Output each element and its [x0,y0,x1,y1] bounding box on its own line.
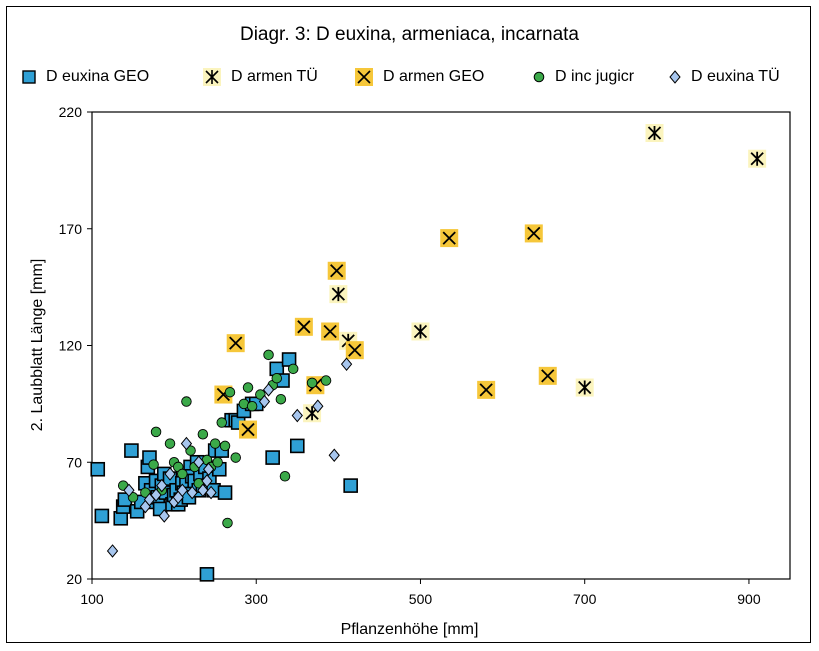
y-tick-label: 20 [66,571,82,587]
x-tick-label: 100 [80,591,104,607]
data-point [123,483,135,498]
data-point [199,567,215,582]
data-point [320,375,332,386]
data-point [180,436,193,451]
data-marks [90,124,767,582]
data-point [197,428,209,440]
data-point [242,382,254,393]
data-point [181,396,192,407]
data-point [219,440,231,452]
y-tick-label: 170 [59,221,83,237]
data-point [343,478,358,493]
data-point [106,544,119,558]
data-point [197,483,209,498]
y-tick-label: 120 [59,338,83,354]
data-point [224,386,236,398]
legend-item-series-3: D inc jugicr [533,66,634,88]
data-point [477,380,496,399]
data-point [294,317,313,336]
x-tick-label: 500 [409,591,433,607]
data-point [158,509,170,523]
data-point [201,474,213,488]
data-point [164,438,176,449]
legend-label: D euxina TÜ [691,68,780,85]
data-point [287,363,299,375]
legend-item-series-0: D euxina GEO [22,66,149,88]
data-point [216,417,227,428]
y-axis-label: 2. Laubblatt Länge [mm] [29,258,46,432]
data-point [164,467,176,481]
data-point [748,149,767,168]
data-point [205,485,217,500]
data-point [291,408,303,423]
data-point [176,483,188,498]
legend-item-series-2: D armen GEO [355,66,484,88]
data-point [538,366,557,385]
data-point [148,459,159,470]
data-point [258,394,271,409]
data-point [345,341,364,360]
chart-frame [6,6,811,643]
data-point [209,438,221,449]
data-point [327,261,346,280]
data-point [150,426,162,438]
data-point [440,229,459,248]
legend-marker-circle-icon [533,71,545,83]
data-point [645,124,664,143]
x-tick-label: 700 [573,591,597,607]
data-point [222,517,233,529]
data-point [177,468,188,480]
legend-label: D euxina GEO [46,68,150,85]
data-point [186,485,198,500]
y-tick-label: 70 [66,454,82,470]
y-tick-label: 220 [59,104,83,120]
data-point [94,508,110,524]
data-point [226,334,245,353]
data-point [321,322,340,341]
data-point [271,372,283,384]
data-point [246,400,258,412]
data-point [262,383,275,397]
axes: 100 300 500 700 900 20 70 120 170 220 [59,104,791,607]
data-point [230,452,241,463]
legend-marker-square-icon [22,70,36,84]
data-point [275,393,287,405]
data-point [202,462,215,477]
data-point [239,420,258,439]
data-point [124,443,139,458]
plot-area [91,111,791,580]
data-point [328,448,340,463]
legend-marker-x-square-icon [355,68,373,86]
data-point [279,471,291,482]
data-point [90,461,106,477]
data-point [263,349,274,361]
data-point [329,285,348,304]
x-tick-label: 900 [737,591,761,607]
legend-item-series-4: D euxina TÜ [669,66,780,88]
data-point [340,357,353,371]
data-point [306,377,318,389]
data-point [217,485,233,500]
legend-marker-diamond-icon [669,70,681,84]
data-point [524,224,543,243]
data-point [212,457,223,468]
legend-label: D inc jugicr [555,68,635,85]
data-point [193,455,205,470]
data-point [411,322,430,341]
chart-legend: D euxina GEO D armen TÜ D armen GEO D in… [0,66,819,88]
x-axis-label: Pflanzenhöhe [mm] [340,621,479,638]
data-point [265,450,280,465]
legend-marker-asterisk-icon [203,68,221,86]
legend-label: D armen GEO [383,68,485,85]
data-point [575,378,594,397]
legend-label: D armen TÜ [231,68,318,85]
data-point [150,488,162,502]
chart-title: Diagr. 3: D euxina, armeniaca, incarnata [239,24,579,45]
legend-item-series-1: D armen TÜ [203,66,318,88]
data-point [156,478,168,493]
data-point [312,399,324,413]
x-tick-label: 300 [245,591,269,607]
data-point [289,438,305,454]
